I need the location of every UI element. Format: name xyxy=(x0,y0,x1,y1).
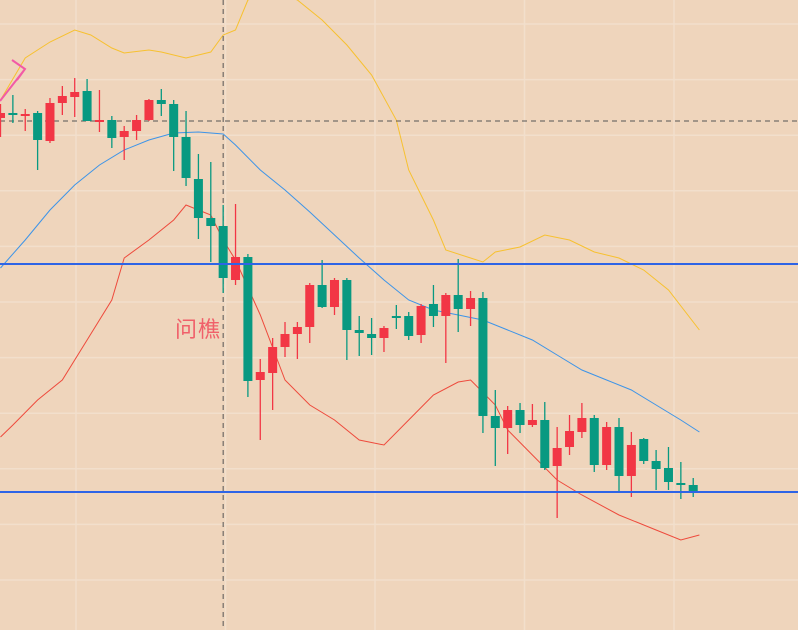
candle-body-up xyxy=(626,445,636,476)
candle-body-up xyxy=(379,328,389,338)
candle-body-up xyxy=(57,96,67,103)
candle-body-up xyxy=(280,334,290,347)
candle-body-up xyxy=(466,298,476,309)
candle-body-up xyxy=(602,427,612,465)
candle-body-up xyxy=(70,92,80,97)
candle-body-down xyxy=(33,113,43,140)
candle-body-down xyxy=(169,104,179,137)
candle-body-up xyxy=(0,113,5,118)
candle-body-down xyxy=(206,218,216,226)
bollinger-middle-band xyxy=(0,131,700,433)
candle-body-up xyxy=(45,103,55,141)
candle-body-down xyxy=(82,91,92,121)
candle-body-up xyxy=(132,120,142,131)
candle-body-down xyxy=(107,120,117,138)
candle-body-down xyxy=(367,334,377,338)
candle-body-down xyxy=(651,461,661,469)
candle-body-down xyxy=(218,226,228,278)
candle-body-up xyxy=(527,420,537,425)
candle-body-up xyxy=(231,257,241,280)
chart-annotation-text[interactable]: 问樵 xyxy=(175,318,222,343)
candle-body-up xyxy=(503,410,513,428)
candle-body-up xyxy=(305,285,315,327)
candle-body-up xyxy=(144,100,154,120)
candle-body-down xyxy=(391,316,401,318)
candle-body-down xyxy=(428,304,438,316)
candle-body-up xyxy=(268,347,278,373)
candle-body-up xyxy=(577,418,587,432)
bollinger-lower-band xyxy=(0,204,700,541)
candle-body-down xyxy=(515,410,525,425)
arrow-right-icon xyxy=(0,59,27,102)
candle-body-up xyxy=(20,114,30,116)
candle-body-down xyxy=(676,483,686,485)
candle-body-up xyxy=(292,327,302,334)
candle-body-up xyxy=(329,280,339,307)
candle-body-down xyxy=(663,468,673,482)
candle-body-down xyxy=(540,420,550,468)
candle-body-up xyxy=(255,372,265,380)
candle-body-down xyxy=(589,418,599,465)
candle-body-down xyxy=(193,179,203,218)
candle-body-up xyxy=(552,448,562,466)
candle-body-down xyxy=(156,100,166,104)
candle-body-down xyxy=(404,316,414,336)
candle-body-down xyxy=(614,427,624,476)
candle-body-down xyxy=(342,280,352,330)
candle-body-down xyxy=(639,439,649,461)
candle-body-down xyxy=(181,137,191,178)
candle-body-down xyxy=(688,485,698,492)
candle-body-down xyxy=(317,285,327,307)
bollinger-upper-band xyxy=(0,0,700,331)
candle-body-down xyxy=(243,257,253,381)
candle-body-up xyxy=(94,120,104,122)
candle-body-up xyxy=(119,131,129,137)
candle-body-down xyxy=(478,298,488,416)
candle-body-down xyxy=(8,113,18,115)
candle-body-up xyxy=(565,431,575,447)
candle-body-down xyxy=(354,330,364,333)
candle-body-down xyxy=(490,416,500,428)
candle-body-up xyxy=(441,295,451,316)
candle-body-down xyxy=(453,295,463,309)
candle-body-up xyxy=(416,306,426,335)
